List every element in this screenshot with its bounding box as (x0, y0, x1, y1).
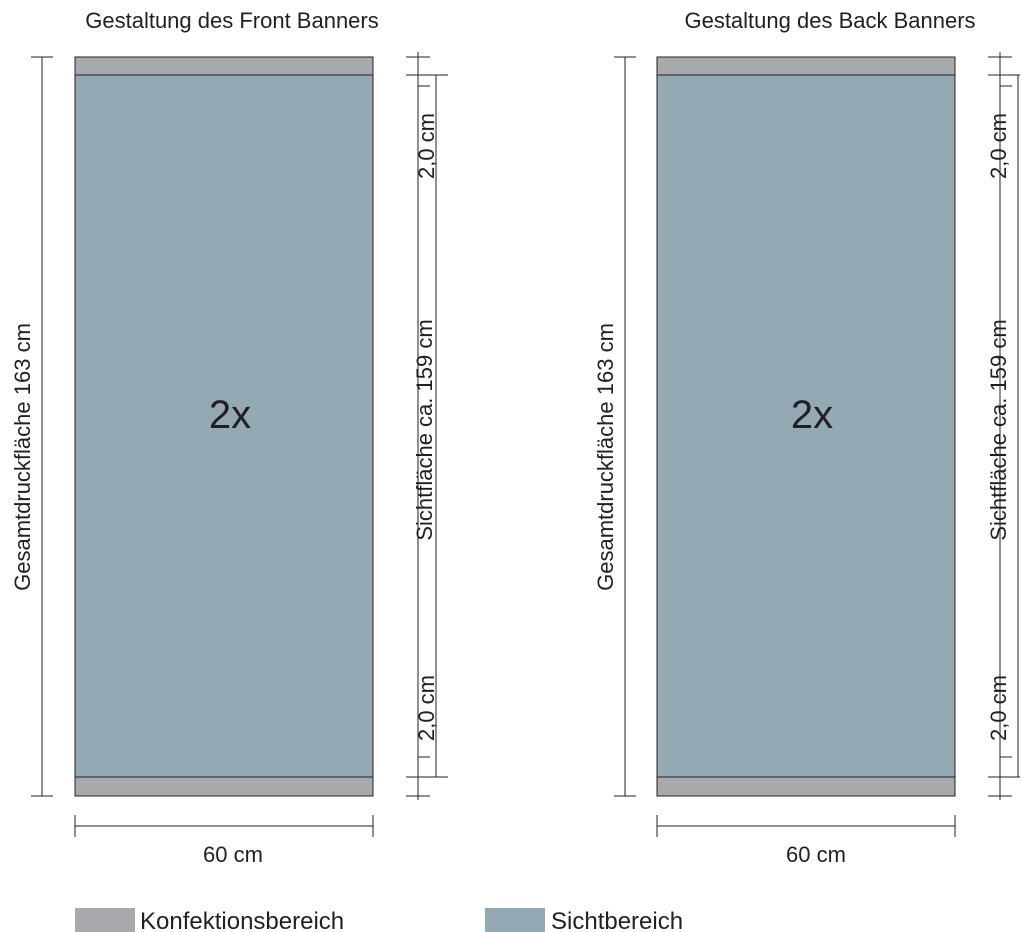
legend-label-sichtbereich: Sichtbereich (551, 908, 683, 932)
back-konfektion-bottom (656, 776, 956, 797)
front-width-label: 60 cm (203, 842, 263, 867)
back-top-margin-label: 2,0 cm (986, 113, 1011, 179)
front-konfektion-top (74, 56, 374, 76)
front-multiplier: 2x (209, 393, 251, 437)
back-banner-group: Gestaltung des Back Banners 2x Gesamtdru… (593, 8, 1020, 867)
back-multiplier: 2x (791, 393, 833, 437)
back-bottom-margin-label: 2,0 cm (986, 675, 1011, 741)
front-bottom-margin-label: 2,0 cm (414, 675, 439, 741)
back-margin-dimension (988, 52, 1020, 800)
front-konfektion-bottom (74, 776, 374, 797)
back-banner-title: Gestaltung des Back Banners (684, 8, 975, 33)
back-sichtbereich-area (656, 74, 956, 778)
legend: Konfektionsbereich Sichtbereich (75, 908, 683, 932)
back-visible-height-label: Sichtfläche ca. 159 cm (986, 319, 1011, 540)
back-width-dimension (656, 815, 956, 837)
front-top-margin-label: 2,0 cm (414, 113, 439, 179)
front-banner-group: Gestaltung des Front Banners 2x Gesamtdr… (10, 8, 448, 867)
front-visible-height-label: Sichtfläche ca. 159 cm (412, 319, 437, 540)
front-sichtbereich-area (74, 74, 374, 778)
front-width-dimension (74, 815, 374, 837)
legend-label-konfektionsbereich: Konfektionsbereich (140, 908, 344, 932)
legend-swatch-konfektionsbereich (75, 908, 135, 932)
back-total-height-dimension (614, 56, 636, 797)
back-konfektion-top (656, 56, 956, 76)
front-total-height-dimension (31, 56, 53, 797)
front-total-height-label: Gesamtdruckfläche 163 cm (10, 323, 35, 591)
front-banner-title: Gestaltung des Front Banners (85, 8, 379, 33)
legend-swatch-sichtbereich (485, 908, 545, 932)
front-margin-dimension (406, 52, 448, 800)
back-total-height-label: Gesamtdruckfläche 163 cm (593, 323, 618, 591)
back-width-label: 60 cm (786, 842, 846, 867)
